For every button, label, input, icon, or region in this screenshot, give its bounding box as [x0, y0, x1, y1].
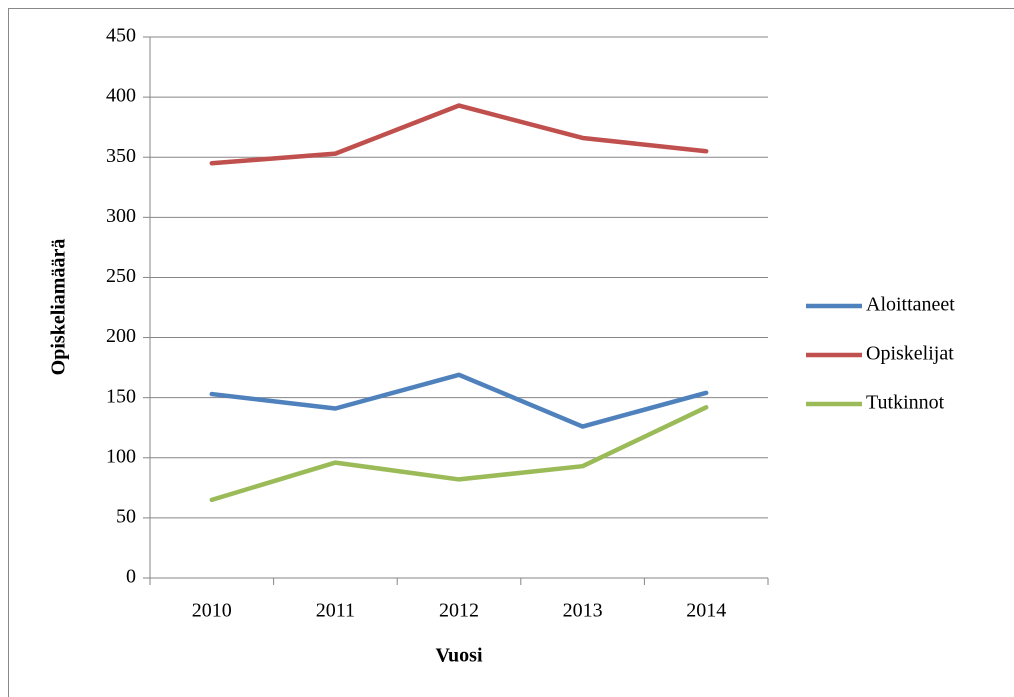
- x-tick-label: 2013: [563, 600, 603, 622]
- y-tick-label: 300: [106, 205, 136, 227]
- y-tick-label: 350: [106, 145, 136, 167]
- x-tick-label: 2012: [439, 600, 479, 622]
- x-tick-label: 2010: [192, 600, 232, 622]
- y-tick-label: 400: [106, 85, 136, 107]
- y-tick-label: 150: [106, 385, 136, 407]
- y-tick-label: 450: [106, 25, 136, 47]
- legend-label: Aloittaneet: [866, 294, 955, 316]
- y-tick-label: 200: [106, 325, 136, 347]
- x-tick-label: 2014: [686, 600, 726, 622]
- x-tick-label: 2011: [316, 600, 355, 622]
- y-tick-label: 50: [116, 505, 136, 527]
- x-axis-title: Vuosi: [435, 645, 483, 667]
- series-line: [209, 405, 709, 503]
- legend-label: Tutkinnot: [866, 392, 945, 414]
- legend-label: Opiskelijat: [866, 343, 954, 365]
- y-tick-label: 0: [126, 566, 136, 588]
- y-axis-title: Opiskeliamäärä: [48, 239, 70, 376]
- y-tick-label: 100: [106, 445, 136, 467]
- series-line: [209, 372, 709, 429]
- series-line: [209, 103, 709, 166]
- frame: [8, 8, 1014, 697]
- y-tick-label: 250: [106, 265, 136, 287]
